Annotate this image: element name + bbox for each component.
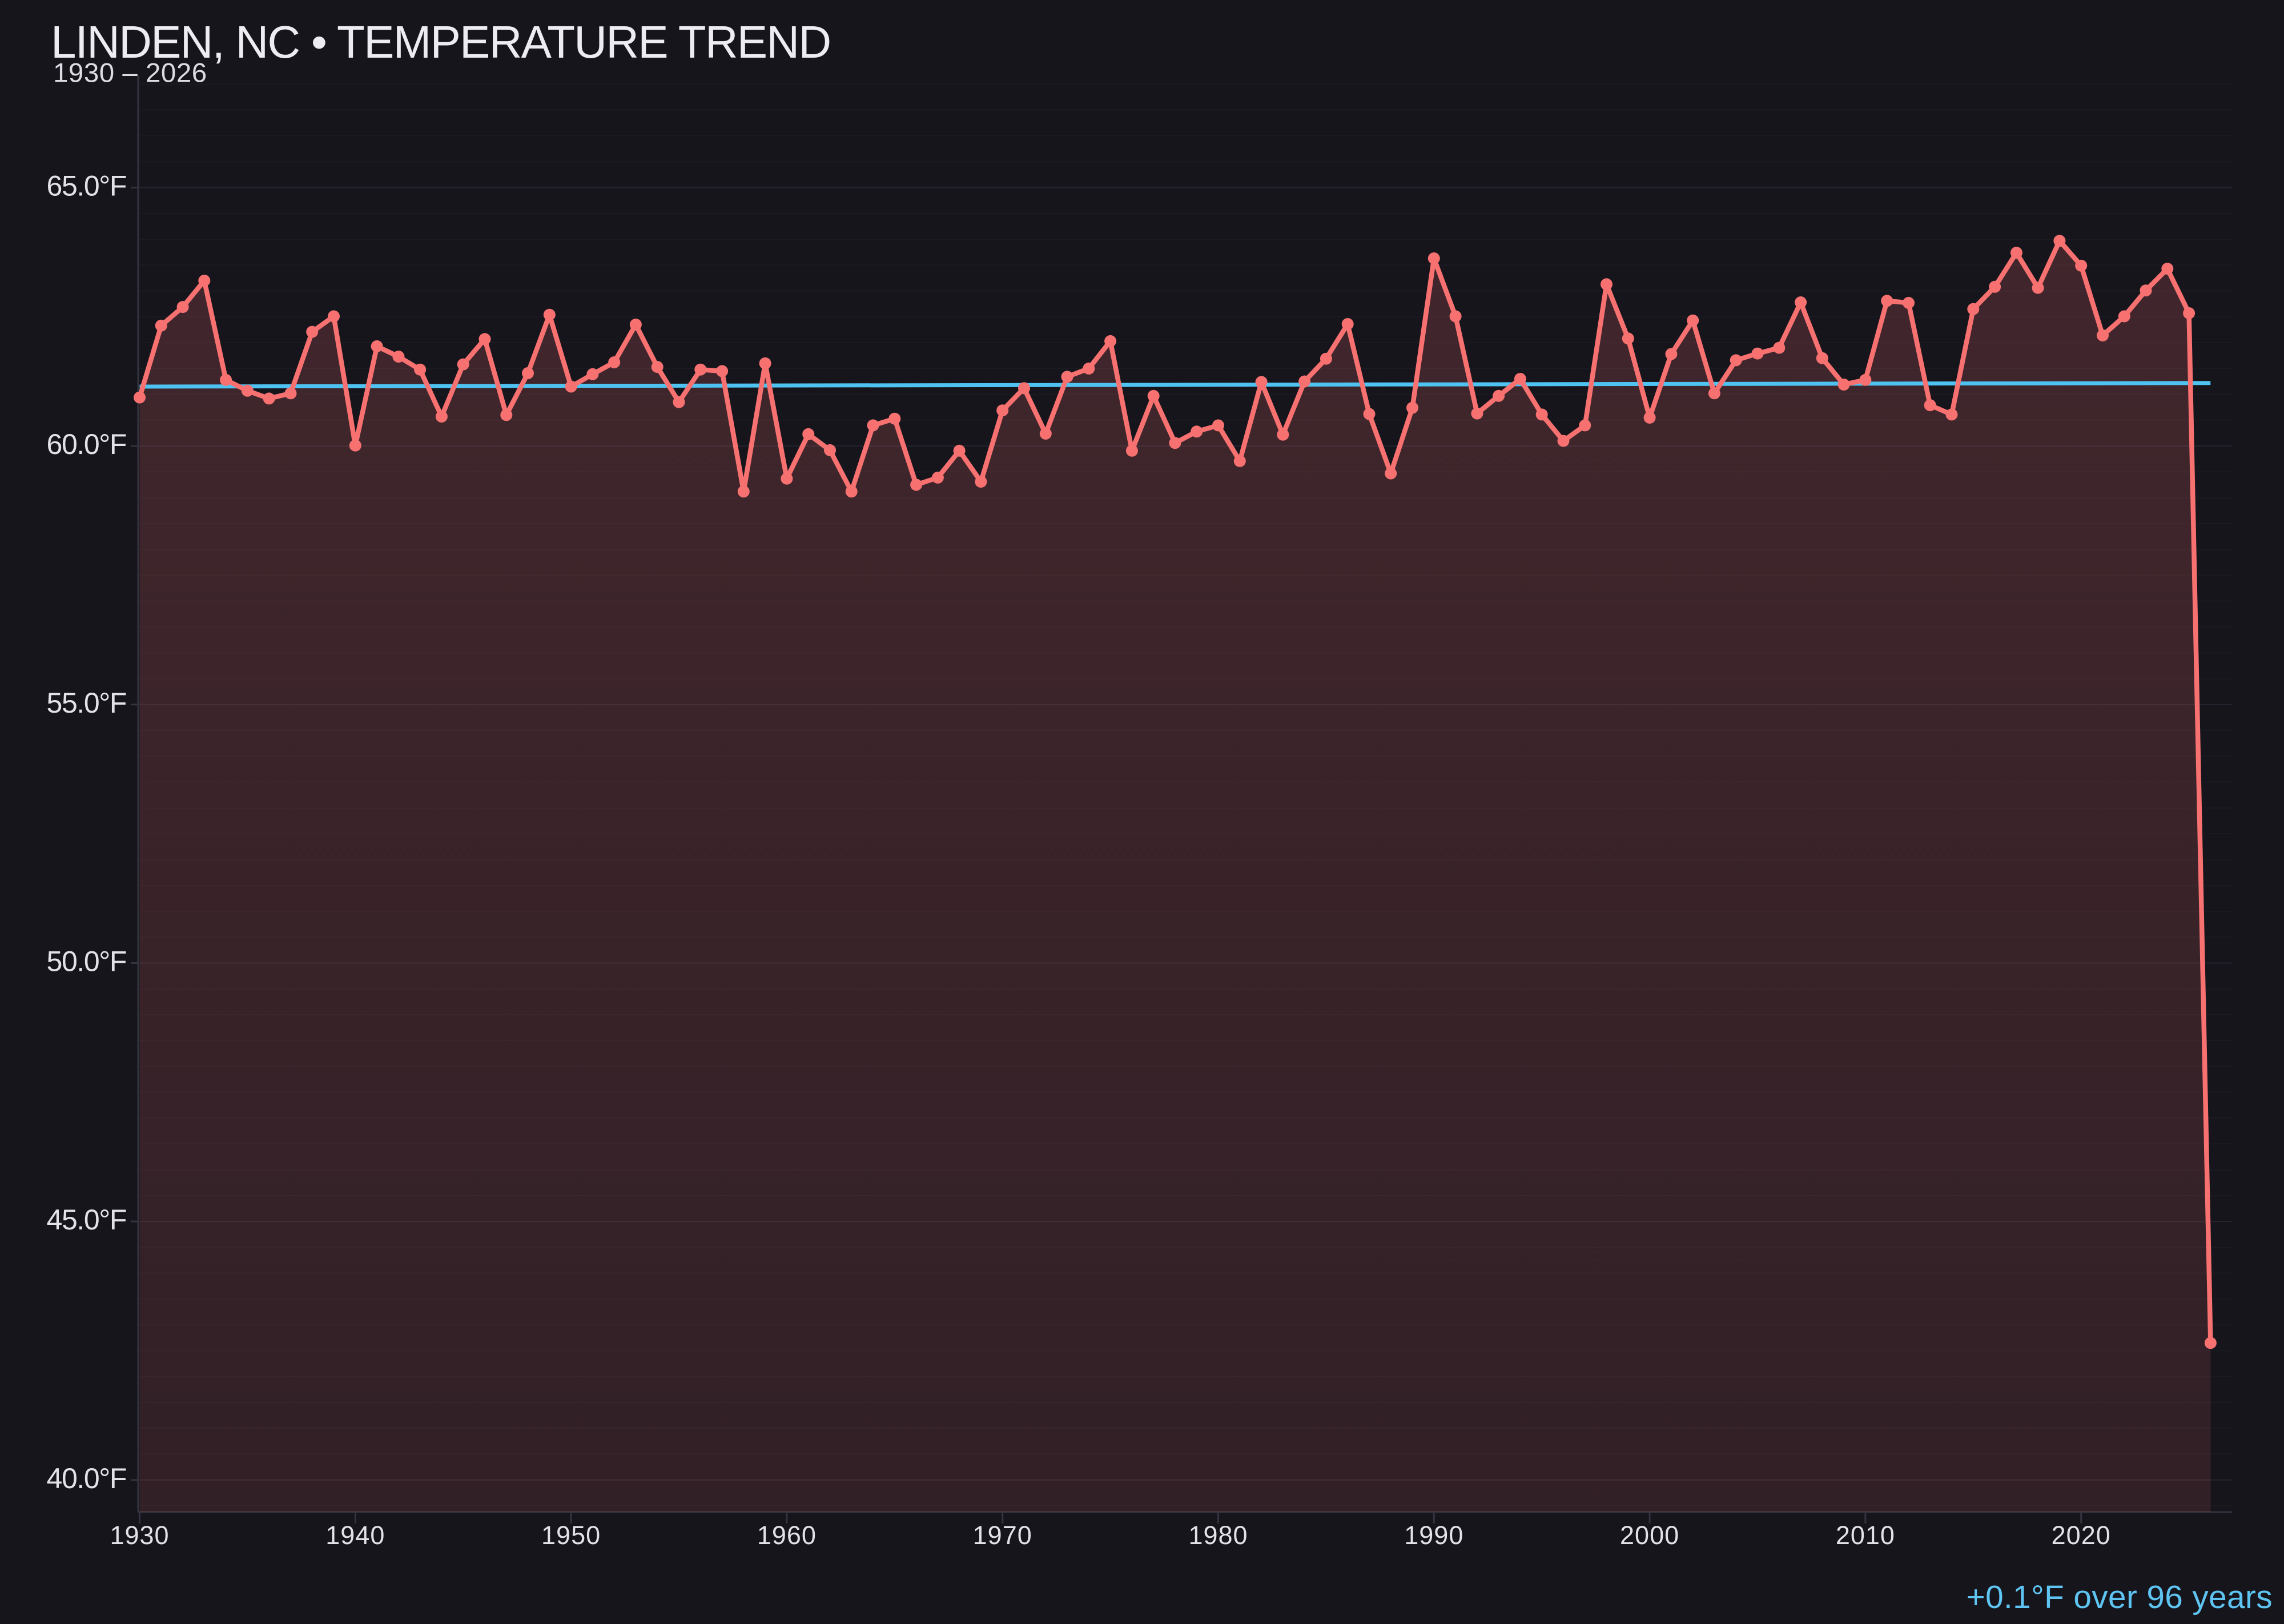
svg-text:2000: 2000 — [1620, 1521, 1679, 1550]
svg-text:40.0°F: 40.0°F — [47, 1462, 126, 1494]
svg-text:1940: 1940 — [325, 1521, 385, 1550]
svg-text:1950: 1950 — [541, 1521, 601, 1550]
svg-text:LINDEN, NC • TEMPERATURE TREND: LINDEN, NC • TEMPERATURE TREND — [51, 17, 830, 67]
svg-text:1980: 1980 — [1188, 1521, 1248, 1550]
svg-text:+0.1°F over 96 years: +0.1°F over 96 years — [1967, 1579, 2273, 1615]
svg-text:1960: 1960 — [757, 1521, 817, 1550]
svg-text:2010: 2010 — [1836, 1521, 1895, 1550]
svg-text:65.0°F: 65.0°F — [47, 170, 126, 202]
svg-text:1990: 1990 — [1404, 1521, 1463, 1550]
svg-text:45.0°F: 45.0°F — [47, 1204, 126, 1236]
svg-text:55.0°F: 55.0°F — [47, 687, 126, 719]
svg-text:2020: 2020 — [2052, 1521, 2111, 1550]
svg-text:1970: 1970 — [973, 1521, 1032, 1550]
svg-text:1930: 1930 — [110, 1521, 169, 1550]
svg-text:60.0°F: 60.0°F — [47, 428, 126, 460]
svg-text:1930 – 2026: 1930 – 2026 — [53, 58, 207, 89]
svg-text:50.0°F: 50.0°F — [47, 946, 126, 978]
